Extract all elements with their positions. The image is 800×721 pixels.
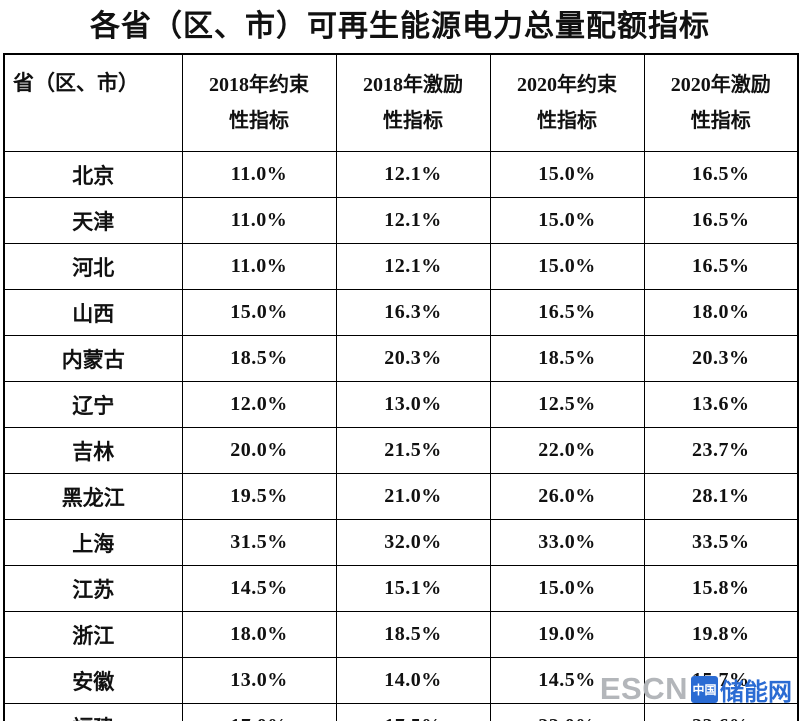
province-cell: 山西 xyxy=(3,289,183,336)
table-row: 吉林 20.0% 21.5% 22.0% 23.7% xyxy=(3,427,799,474)
value-cell: 11.0% xyxy=(181,197,337,244)
column-header: 2018年激励 性指标 xyxy=(335,53,491,152)
value-cell: 26.0% xyxy=(489,473,645,520)
column-header: 2020年激励 性指标 xyxy=(643,53,799,152)
value-cell: 16.5% xyxy=(643,151,799,198)
value-cell: 19.5% xyxy=(181,473,337,520)
value-cell: 13.0% xyxy=(181,657,337,704)
value-cell: 21.5% xyxy=(335,427,491,474)
value-cell: 15.0% xyxy=(489,197,645,244)
value-cell: 13.6% xyxy=(643,381,799,428)
table-title: 各省（区、市）可再生能源电力总量配额指标 xyxy=(90,10,710,43)
province-cell: 吉林 xyxy=(3,427,183,474)
value-cell: 18.5% xyxy=(335,611,491,658)
column-header: 2020年约束 性指标 xyxy=(489,53,645,152)
value-cell: 18.5% xyxy=(489,335,645,382)
escn-logo-text: ESCN xyxy=(599,671,688,706)
value-cell: 15.0% xyxy=(489,151,645,198)
value-cell: 12.0% xyxy=(181,381,337,428)
value-cell: 11.0% xyxy=(181,151,337,198)
value-cell: 11.0% xyxy=(181,243,337,290)
value-cell: 20.3% xyxy=(643,335,799,382)
province-cell: 上海 xyxy=(3,519,183,566)
table-row: 安徽 13.0% 14.0% 14.5% 15.7% xyxy=(3,657,799,704)
province-cell: 天津 xyxy=(3,197,183,244)
table-row: 黑龙江 19.5% 21.0% 26.0% 28.1% xyxy=(3,473,799,520)
value-cell: 12.1% xyxy=(335,151,491,198)
table-row: 浙江 18.0% 18.5% 19.0% 19.8% xyxy=(3,611,799,658)
value-cell: 12.5% xyxy=(489,381,645,428)
value-cell: 33.5% xyxy=(643,519,799,566)
corner-header-province: 省（区、市） xyxy=(3,53,183,152)
value-cell: 33.0% xyxy=(489,519,645,566)
value-cell: 15.0% xyxy=(489,565,645,612)
value-cell: 14.5% xyxy=(181,565,337,612)
value-cell: 15.1% xyxy=(335,565,491,612)
value-cell: 15.0% xyxy=(489,243,645,290)
value-cell: 17.0% xyxy=(181,703,337,721)
value-cell: 16.5% xyxy=(643,197,799,244)
value-cell: 18.0% xyxy=(643,289,799,336)
table-row: 河北 11.0% 12.1% 15.0% 16.5% xyxy=(3,243,799,290)
province-cell: 浙江 xyxy=(3,611,183,658)
value-cell: 18.0% xyxy=(181,611,337,658)
table-row: 辽宁 12.0% 13.0% 12.5% 13.6% xyxy=(3,381,799,428)
table-row: 天津 11.0% 12.1% 15.0% 16.5% xyxy=(3,197,799,244)
province-cell: 河北 xyxy=(3,243,183,290)
value-cell: 12.1% xyxy=(335,243,491,290)
value-cell: 31.5% xyxy=(181,519,337,566)
value-cell: 16.3% xyxy=(335,289,491,336)
value-cell: 32.0% xyxy=(335,519,491,566)
table-row: 北京 11.0% 12.1% 15.0% 16.5% xyxy=(3,151,799,198)
province-cell: 福建 xyxy=(3,703,183,721)
province-cell: 北京 xyxy=(3,151,183,198)
escn-logo-suffix: 储能网 xyxy=(720,678,792,706)
value-cell: 28.1% xyxy=(643,473,799,520)
value-cell: 20.3% xyxy=(335,335,491,382)
value-cell: 17.5% xyxy=(335,703,491,721)
value-cell: 20.0% xyxy=(181,427,337,474)
table-row: 上海 31.5% 32.0% 33.0% 33.5% xyxy=(3,519,799,566)
province-cell: 黑龙江 xyxy=(3,473,183,520)
value-cell: 16.5% xyxy=(489,289,645,336)
table-row: 福建17.0%17.5%22.0%22.6% xyxy=(3,703,799,721)
table-row: 山西 15.0% 16.3% 16.5% 18.0% xyxy=(3,289,799,336)
value-cell: 23.7% xyxy=(643,427,799,474)
value-cell: 21.0% xyxy=(335,473,491,520)
escn-logo-box-icon: 中国 xyxy=(691,675,718,703)
value-cell: 15.0% xyxy=(181,289,337,336)
value-cell: 18.5% xyxy=(181,335,337,382)
value-cell: 16.5% xyxy=(643,243,799,290)
value-cell: 14.0% xyxy=(335,657,491,704)
table-header-row: 省（区、市） 2018年约束 性指标 2018年激励 性指标 2020年约束 性指标 2020… xyxy=(3,53,799,152)
value-cell: 22.0% xyxy=(489,427,645,474)
value-cell: 13.0% xyxy=(335,381,491,428)
province-cell: 江苏 xyxy=(3,565,183,612)
table-row: 江苏 14.5% 15.1% 15.0% 15.8% xyxy=(3,565,799,612)
table-row: 内蒙古 18.5% 20.3% 18.5% 20.3% xyxy=(3,335,799,382)
value-cell: 15.8% xyxy=(643,565,799,612)
value-cell: 19.0% xyxy=(489,611,645,658)
column-header: 2018年约束 性指标 xyxy=(181,53,337,152)
province-cell: 安徽 xyxy=(3,657,183,704)
value-cell: 22.6% xyxy=(643,703,799,721)
province-cell: 内蒙古 xyxy=(3,335,183,382)
value-cell: 19.8% xyxy=(643,611,799,658)
province-cell: 辽宁 xyxy=(3,381,183,428)
quota-table: 省（区、市） 2018年约束 性指标 2018年激励 性指标 2020年约束 性指标 2020… xyxy=(3,53,799,721)
escn-watermark: ESCN 中国 储能网 xyxy=(600,671,792,707)
value-cell: 12.1% xyxy=(335,197,491,244)
